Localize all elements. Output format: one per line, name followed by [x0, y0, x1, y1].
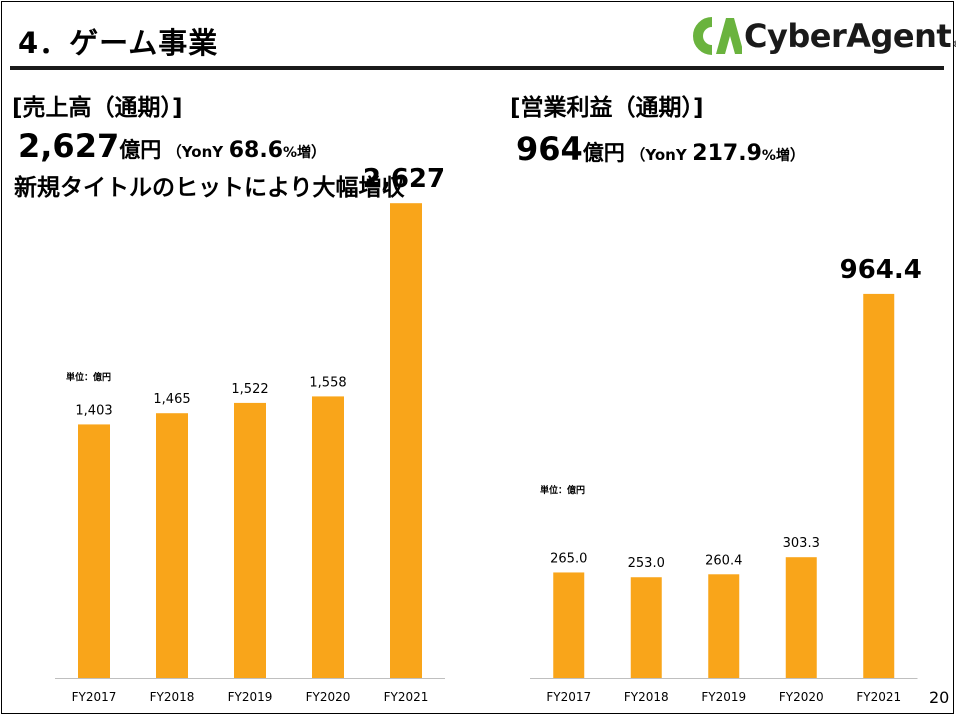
right-amount-unit: 億円	[582, 141, 625, 165]
revenue-bar-fy2018	[156, 413, 188, 678]
revenue-category-label: FY2019	[228, 690, 273, 704]
left-amount: 2,627	[18, 127, 120, 165]
profit-value-label: 253.0	[628, 556, 665, 571]
profit-bar-fy2017	[553, 572, 585, 678]
left-yony-value: 68.6	[228, 138, 283, 163]
left-yony-pct: %増	[283, 145, 312, 161]
page-number: 20	[929, 688, 950, 707]
profit-category-label: FY2019	[701, 690, 746, 704]
revenue-bar-fy2021	[390, 203, 422, 678]
left-unit-label: 単位：億円	[66, 373, 112, 383]
revenue-category-label: FY2020	[306, 690, 351, 704]
right-yony-value: 217.9	[692, 141, 762, 166]
revenue-category-label: FY2017	[72, 690, 117, 704]
title-divider	[10, 66, 944, 70]
left-yony-close: ）	[311, 143, 327, 161]
profit-value-label: 303.3	[783, 536, 820, 551]
left-amount-line: 2,627億円 （YonY 68.6%増）	[18, 127, 326, 165]
right-amount: 964	[516, 130, 583, 168]
profit-value-label: 265.0	[550, 551, 587, 566]
slide-title: 4．ゲーム事業	[18, 26, 219, 60]
profit-category-label: FY2020	[779, 690, 824, 704]
right-yony-open: （YonY	[630, 146, 687, 164]
profit-bar-fy2018	[630, 577, 662, 678]
logo-registered-mark: ®	[952, 40, 956, 50]
profit-bar-fy2020	[785, 557, 817, 678]
revenue-category-label: FY2021	[384, 690, 429, 704]
right-yony-pct: %増	[761, 148, 790, 164]
revenue-value-label: 2,627	[363, 164, 445, 194]
left-yony-open: （YonY	[166, 143, 224, 161]
revenue-bar-fy2020	[312, 396, 344, 678]
ca-logo-icon	[693, 17, 742, 55]
revenue-value-label: 1,558	[309, 375, 346, 390]
profit-value-label: 964.4	[840, 255, 922, 285]
profit-category-label: FY2017	[546, 690, 591, 704]
revenue-bar-fy2019	[234, 402, 266, 678]
logo-text: CyberAgent	[744, 17, 952, 55]
left-note: 新規タイトルのヒットにより大幅増収	[14, 175, 405, 201]
revenue-category-label: FY2018	[150, 690, 195, 704]
revenue-bar-fy2017	[78, 424, 110, 678]
right-yony-close: ）	[789, 146, 805, 164]
right-unit-label: 単位：億円	[540, 486, 586, 496]
cyberagent-logo: CyberAgent ®	[688, 14, 956, 58]
left-section-heading: [売上高（通期）]	[12, 95, 183, 121]
profit-value-label: 260.4	[705, 553, 742, 568]
profit-bar-fy2019	[708, 574, 740, 678]
revenue-value-label: 1,403	[75, 403, 112, 418]
right-section-heading: [営業利益（通期）]	[510, 95, 704, 121]
revenue-value-label: 1,465	[153, 392, 190, 407]
right-amount-line: 964億円 （YonY 217.9%増）	[516, 130, 805, 168]
profit-category-label: FY2021	[856, 690, 901, 704]
profit-bar-fy2021	[863, 293, 895, 678]
revenue-chart: 1,403 FY2017 1,465 FY2018 1,522 FY2019 1,558 FY…	[55, 164, 445, 704]
left-amount-unit: 億円	[119, 138, 162, 162]
profit-category-label: FY2018	[624, 690, 669, 704]
revenue-value-label: 1,522	[231, 382, 268, 397]
